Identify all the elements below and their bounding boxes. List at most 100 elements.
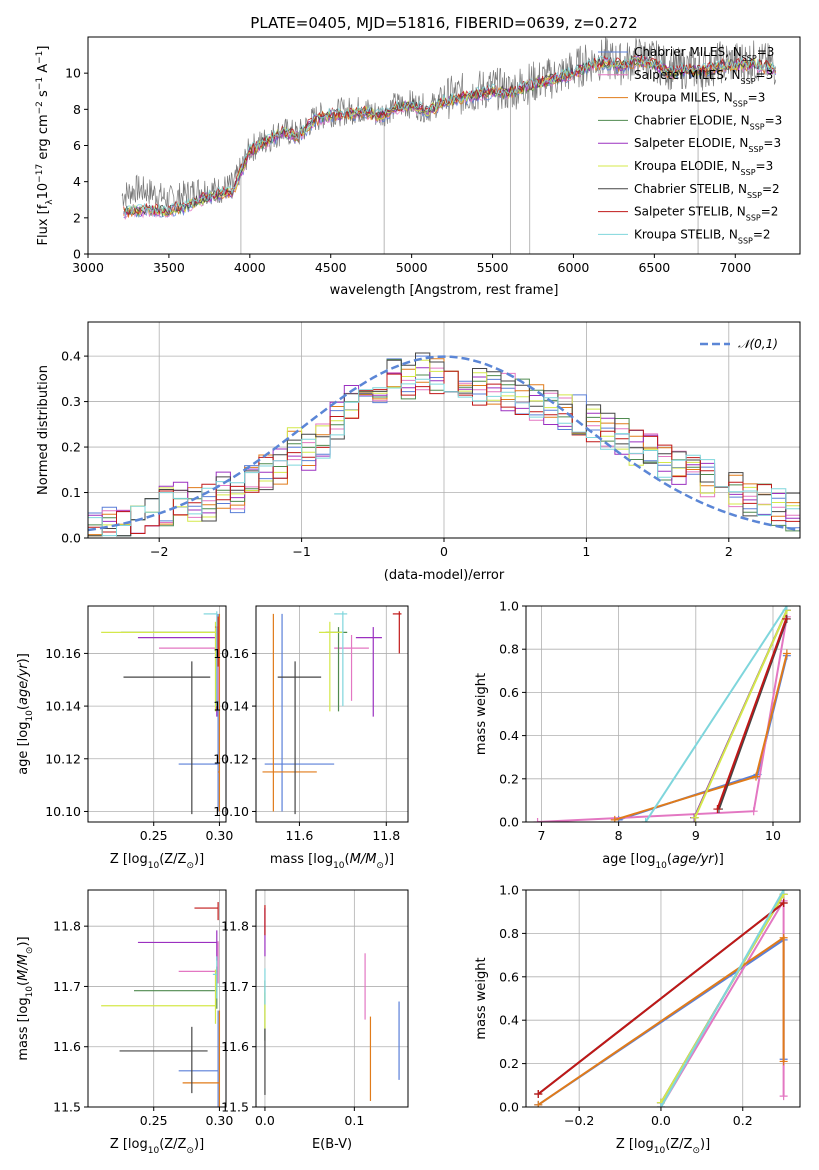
error-bar-point — [334, 634, 369, 701]
x-axis-label: mass [log10(M/M⊙)] — [270, 852, 394, 871]
plot-area — [264, 905, 400, 1101]
legend-label: Salpeter STELIB, NSSP=2 — [634, 205, 778, 223]
error-bar-point — [262, 613, 317, 812]
error-bar-point — [194, 902, 219, 921]
x-tick-label: 1 — [582, 544, 590, 559]
mass-weight-marker — [749, 807, 758, 816]
y-tick-label: 10.12 — [213, 751, 249, 766]
tick-group: −2 −1 0 1 2 0.0 0.1 0.2 0.3 0.4 — [61, 349, 733, 559]
mass-weight-line — [694, 609, 788, 819]
mass-weight-line — [644, 606, 788, 822]
error-bar-point — [137, 930, 218, 961]
plot-area — [533, 606, 791, 822]
legend-label: Chabrier STELIB, NSSP=2 — [634, 182, 780, 200]
axes-frame — [87, 889, 227, 1108]
x-tick-label: 5500 — [477, 260, 509, 275]
plot-area — [534, 890, 788, 1107]
error-bar-point — [101, 621, 217, 712]
mass-weight-line — [660, 890, 785, 1107]
x-axis-label: age [log10(age/yr)] — [602, 852, 724, 871]
x-tick-label: 3000 — [72, 260, 104, 275]
mass-weight-marker — [752, 772, 761, 781]
x-tick-label: 2 — [725, 544, 733, 559]
x-tick-label: 11.6 — [286, 828, 314, 843]
y-axis-label: mass weight — [474, 957, 489, 1039]
error-bar-point — [178, 1010, 219, 1107]
y-axis-label: Flux [fλ10−17 erg cm−2 s−1 A−1] — [35, 46, 55, 246]
plot-area — [101, 902, 221, 1107]
mass-weight-marker — [779, 899, 788, 908]
mass-weight-series — [534, 933, 788, 1107]
y-tick-label: 11.8 — [221, 919, 249, 934]
y-tick-label: 1.0 — [499, 599, 519, 614]
mass-weight-vs-metallicity-panel: −0.2 0.0 0.2 0.0 0.2 0.4 0.6 0.8 1.0 Z [log10(Z/Z… — [474, 883, 801, 1156]
error-bar-point — [218, 613, 221, 812]
x-tick-label: 0.30 — [206, 828, 234, 843]
mass-weight-marker — [779, 1092, 788, 1101]
y-tick-label: 0.2 — [61, 440, 81, 455]
mass-weight-series — [713, 614, 791, 814]
plot-area — [88, 352, 800, 537]
y-tick-label: 11.6 — [221, 1039, 249, 1054]
mass-weight-marker — [779, 1057, 788, 1066]
x-tick-label: 4500 — [315, 260, 347, 275]
x-tick-label: 6500 — [638, 260, 670, 275]
y-tick-label: 2 — [73, 210, 81, 225]
axes-frame — [255, 889, 409, 1108]
x-axis-label: Z [log10(Z/Z⊙)] — [110, 1137, 204, 1156]
x-tick-label: 4000 — [234, 260, 266, 275]
observed-spectrum-line — [121, 37, 777, 212]
age-vs-mass-panel: 11.6 11.8 10.10 10.12 10.14 10.16 mass [log10(… — [213, 605, 409, 871]
x-tick-label: 0.25 — [140, 828, 168, 843]
x-tick-label: 11.8 — [372, 828, 400, 843]
tick-group: −0.2 0.0 0.2 0.0 0.2 0.4 0.6 0.8 1.0 — [499, 883, 753, 1129]
mass-weight-line — [716, 618, 788, 810]
y-tick-label: 0.4 — [499, 1013, 519, 1028]
normal-distribution-curve — [88, 355, 800, 532]
histogram-legend: 𝒩(0,1) — [700, 337, 778, 351]
mass-weight-marker — [691, 813, 700, 822]
x-tick-label: 7000 — [719, 260, 751, 275]
error-bar-point — [123, 661, 211, 815]
error-bar-point — [334, 611, 348, 707]
x-tick-label: −1 — [292, 544, 310, 559]
axes-frame — [87, 605, 227, 823]
plot-area — [121, 37, 777, 254]
x-tick-label: −0.2 — [564, 1113, 594, 1128]
x-tick-label: 8 — [615, 828, 623, 843]
y-tick-label: 11.7 — [221, 979, 249, 994]
legend-label: Kroupa STELIB, NSSP=2 — [634, 227, 771, 245]
legend-label: Salpeter ELODIE, NSSP=3 — [634, 136, 781, 154]
x-tick-label: 9 — [692, 828, 700, 843]
model-spectrum-line — [123, 55, 777, 216]
x-tick-label: 0 — [440, 544, 448, 559]
y-tick-label: 6 — [73, 138, 81, 153]
mass-weight-marker — [534, 1089, 543, 1098]
y-tick-label: 0.0 — [499, 815, 519, 830]
y-axis-label: age [log10(age/yr)] — [16, 653, 35, 775]
y-tick-label: 11.5 — [221, 1100, 249, 1115]
residual-histogram-panel: −2 −1 0 1 2 0.0 0.1 0.2 0.3 0.4 𝒩(0,1) (data-model)… — [36, 321, 801, 583]
x-tick-label: 5000 — [396, 260, 428, 275]
mass-weight-vs-age-panel: 7 8 9 10 0.0 0.2 0.4 0.6 0.8 1.0 age [log10(age/yr… — [474, 599, 801, 871]
legend-label: 𝒩(0,1) — [738, 337, 778, 351]
mass-weight-series — [656, 890, 788, 1107]
mass-weight-marker — [713, 805, 722, 814]
mass-weight-series — [641, 606, 791, 822]
tick-group: 7 8 9 10 0.0 0.2 0.4 0.6 0.8 1.0 — [499, 599, 781, 844]
x-tick-label: 0.25 — [140, 1113, 168, 1128]
mass-weight-marker — [779, 933, 788, 942]
legend-label: Chabrier MILES, NSSP=3 — [634, 45, 774, 63]
x-axis-label: wavelength [Angstrom, rest frame] — [330, 283, 559, 298]
x-tick-label: 6000 — [558, 260, 590, 275]
y-tick-label: 11.6 — [53, 1039, 81, 1054]
y-tick-label: 0.8 — [499, 926, 519, 941]
y-tick-label: 11.5 — [53, 1100, 81, 1115]
y-tick-label: 0.1 — [61, 485, 81, 500]
x-axis-label: Z [log10(Z/Z⊙)] — [616, 1137, 710, 1156]
plot-area — [262, 611, 402, 815]
legend-label: Kroupa MILES, NSSP=3 — [634, 91, 765, 109]
legend-label: Salpeter MILES, NSSP=3 — [634, 68, 773, 86]
residual-histogram-step — [88, 370, 800, 534]
